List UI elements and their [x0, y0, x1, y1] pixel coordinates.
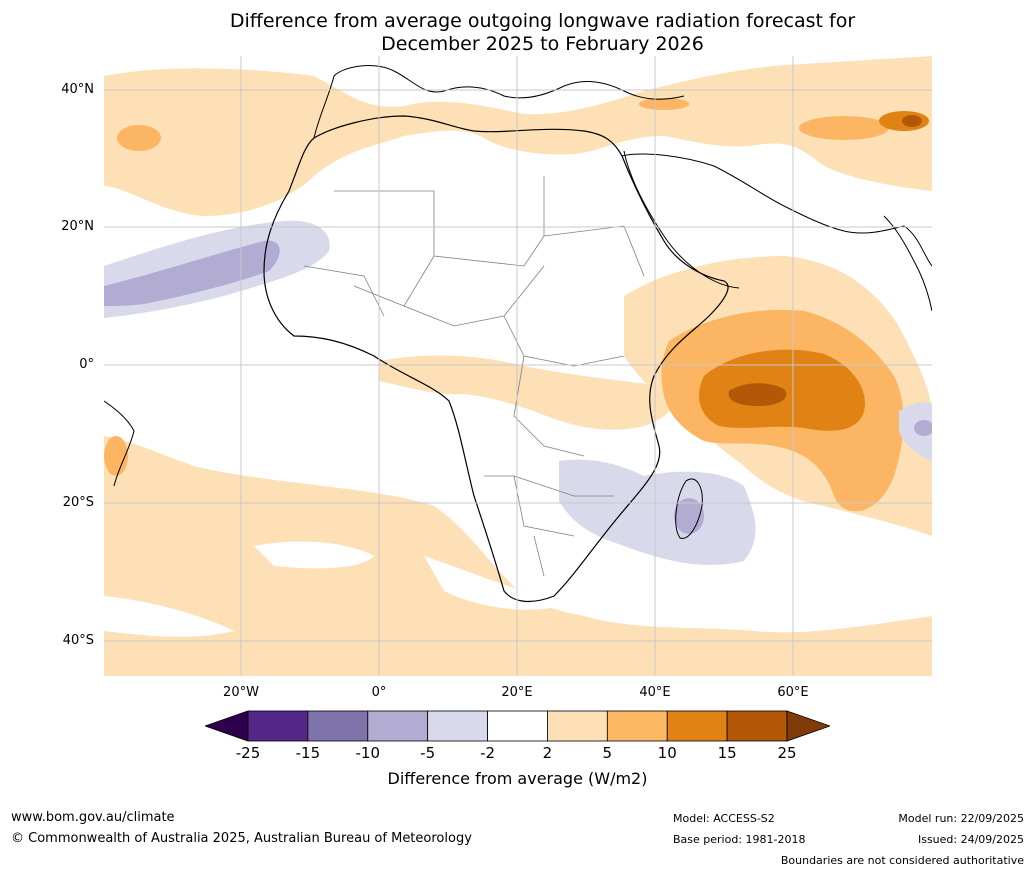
- lat-label-0: 0°: [79, 357, 94, 372]
- colorbar-tick-label: -25: [235, 744, 261, 762]
- colorbar-tick-label: 2: [542, 744, 553, 762]
- map-panel: [104, 56, 932, 676]
- title-line-2: December 2025 to February 2026: [381, 33, 704, 55]
- country-borders: [303, 176, 645, 577]
- lat-label-20n: 20°N: [61, 219, 94, 234]
- footer-base-period: Base period: 1981-2018: [673, 833, 806, 846]
- title-line-1: Difference from average outgoing longwav…: [229, 10, 856, 32]
- colorbar-swatch: [547, 710, 608, 742]
- colorbar-swatch: [726, 710, 788, 742]
- africa-coastline: [263, 115, 729, 602]
- lon-label-0: 0°: [371, 685, 387, 700]
- anomaly-neutral-patches: [104, 541, 850, 637]
- colorbar-tick-label: -15: [295, 744, 321, 762]
- colorbar-tick-label: 25: [777, 744, 797, 762]
- footer-disclaimer: Boundaries are not considered authoritat…: [780, 854, 1024, 867]
- lat-label-20s: 20°S: [62, 495, 94, 510]
- colorbar-swatch: [367, 710, 429, 742]
- colorbar-tick-label: 10: [657, 744, 677, 762]
- footer-model-run: Model run: 22/09/2025: [898, 812, 1024, 825]
- lat-label-40s: 40°S: [62, 633, 94, 648]
- madagascar-coastline: [675, 478, 703, 539]
- footer-website[interactable]: www.bom.gov.au/climate: [11, 810, 175, 825]
- colorbar-swatch: [666, 710, 728, 742]
- chart-title: Difference from average outgoing longwav…: [0, 10, 1035, 56]
- colorbar-arrow-max: [786, 710, 832, 742]
- lat-label-40n: 40°N: [61, 82, 94, 97]
- colorbar-svg: [203, 710, 832, 742]
- colorbar-tick-label: 15: [717, 744, 737, 762]
- colorbar-swatch: [247, 710, 309, 742]
- india-coastline: [883, 215, 932, 312]
- colorbar-swatch: [487, 710, 548, 742]
- colorbar-tick-label: 5: [602, 744, 613, 762]
- graticule: [104, 56, 932, 676]
- colorbar-tick-label: -2: [480, 744, 496, 762]
- lon-label-60e: 60°E: [777, 685, 809, 700]
- colorbar-arrow-min: [203, 710, 249, 742]
- anomaly-pos-15-25: [728, 115, 922, 406]
- lon-label-20w: 20°W: [223, 685, 259, 700]
- colorbar-swatch: [307, 710, 369, 742]
- arabia-coastline: [621, 150, 932, 289]
- colorbar-swatch: [427, 710, 488, 742]
- south-america-coastline: [104, 400, 135, 487]
- lon-label-20e: 20°E: [501, 685, 533, 700]
- lon-label-40e: 40°E: [639, 685, 671, 700]
- colorbar-title: Difference from average (W/m2): [387, 769, 648, 788]
- footer-issued: Issued: 24/09/2025: [917, 833, 1024, 846]
- anomaly-map: [104, 56, 932, 676]
- colorbar-tick-label: -10: [355, 744, 381, 762]
- europe-coastline: [313, 65, 685, 139]
- colorbar: -25 -15 -10 -5 -2 2 5 10 15 25: [203, 710, 832, 790]
- footer-copyright: © Commonwealth of Australia 2025, Austra…: [11, 831, 472, 846]
- colorbar-swatch: [606, 710, 668, 742]
- footer-model: Model: ACCESS-S2: [673, 812, 775, 825]
- colorbar-tick-label: -5: [420, 744, 436, 762]
